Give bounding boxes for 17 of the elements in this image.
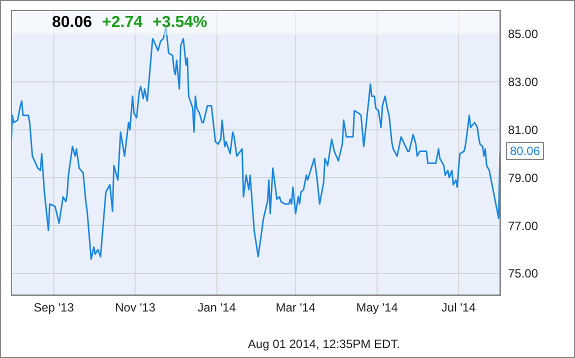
x-tick-label: Jul '14 <box>441 300 476 315</box>
line-series <box>11 26 500 260</box>
annotation: 80.06 <box>506 142 544 160</box>
x-tick-label: Sep '13 <box>34 300 74 315</box>
y-tick-label: 75.00 <box>508 266 538 281</box>
y-tick-label: 79.00 <box>508 170 538 185</box>
x-tick-label: May '14 <box>356 300 398 315</box>
y-tick-label: 83.00 <box>508 75 538 90</box>
chart-subtitle: +2.74 +3.54% <box>102 14 208 32</box>
y-tick-label: 77.00 <box>508 218 538 233</box>
x-tick-label: Mar '14 <box>276 300 316 315</box>
y-tick-label: 81.00 <box>508 123 538 138</box>
text: Aug 01 2014, 12:35PM EDT. <box>248 337 400 351</box>
x-tick-label: Jan '14 <box>198 300 236 315</box>
chart-title: 80.06 <box>52 14 92 32</box>
x-tick-label: Nov '13 <box>115 300 156 315</box>
y-tick-label: 85.00 <box>508 27 538 42</box>
